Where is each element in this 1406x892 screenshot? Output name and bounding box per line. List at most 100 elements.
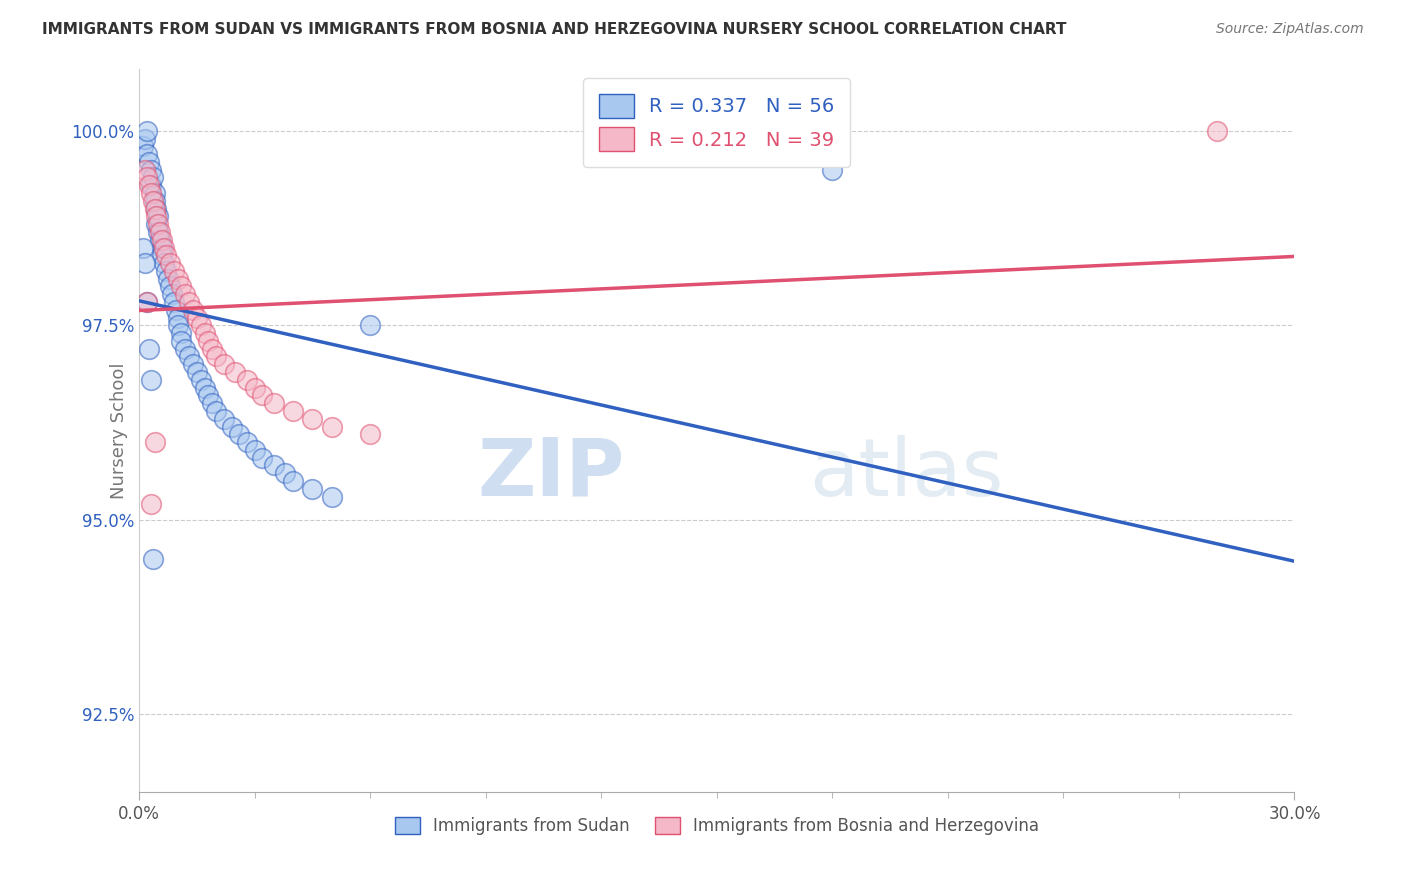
Point [1206,124,1229,138]
Point [135,295,157,310]
Point [153,240,176,254]
Point [138,155,160,169]
Point [139,497,162,511]
Point [163,295,186,310]
Point [205,404,228,418]
Point [301,482,323,496]
Point [174,287,197,301]
Point [179,295,201,310]
Point [166,271,188,285]
Point [143,194,166,208]
Point [143,186,166,200]
Legend: R = 0.337   N = 56, R = 0.212   N = 39: R = 0.337 N = 56, R = 0.212 N = 39 [583,78,851,167]
Point [138,342,160,356]
Point [821,162,844,177]
Point [228,427,250,442]
Point [263,458,285,473]
Text: ZIP: ZIP [477,434,624,513]
Point [134,131,156,145]
Point [212,411,235,425]
Point [160,287,183,301]
Point [142,194,165,208]
Text: atlas: atlas [810,434,1004,513]
Point [142,551,165,566]
Point [243,381,266,395]
Y-axis label: Nursery School: Nursery School [110,362,128,499]
Point [243,442,266,457]
Point [135,124,157,138]
Point [224,365,246,379]
Point [134,256,156,270]
Point [156,271,179,285]
Point [138,178,160,193]
Point [252,388,274,402]
Point [201,396,224,410]
Point [145,217,167,231]
Point [193,326,215,340]
Point [132,139,155,153]
Point [236,435,259,450]
Point [150,233,173,247]
Text: Source: ZipAtlas.com: Source: ZipAtlas.com [1216,22,1364,37]
Point [143,202,166,216]
Point [190,373,212,387]
Point [263,396,285,410]
Point [166,310,188,325]
Point [170,326,193,340]
Text: IMMIGRANTS FROM SUDAN VS IMMIGRANTS FROM BOSNIA AND HERZEGOVINA NURSERY SCHOOL C: IMMIGRANTS FROM SUDAN VS IMMIGRANTS FROM… [42,22,1067,37]
Point [148,225,170,239]
Point [135,147,157,161]
Point [135,295,157,310]
Point [236,373,259,387]
Point [139,186,162,200]
Point [135,170,157,185]
Point [186,310,208,325]
Point [143,435,166,450]
Point [359,427,381,442]
Point [181,357,204,371]
Point [170,334,193,348]
Point [321,490,343,504]
Point [197,334,219,348]
Point [181,302,204,317]
Point [174,342,197,356]
Point [281,404,304,418]
Point [145,202,167,216]
Point [155,264,177,278]
Point [163,264,186,278]
Point [179,350,201,364]
Point [149,225,172,239]
Point [159,256,181,270]
Point [281,474,304,488]
Point [186,365,208,379]
Point [170,279,193,293]
Point [142,170,165,185]
Point [150,240,173,254]
Point [132,240,155,254]
Point [139,178,162,193]
Point [150,248,173,262]
Point [148,210,170,224]
Point [139,373,162,387]
Point [212,357,235,371]
Point [149,233,172,247]
Point [205,350,228,364]
Point [221,419,243,434]
Point [274,467,297,481]
Point [201,342,224,356]
Point [165,302,187,317]
Point [301,411,323,425]
Point [134,162,156,177]
Point [193,381,215,395]
Point [190,318,212,333]
Point [197,388,219,402]
Point [166,318,188,333]
Point [139,162,162,177]
Point [155,248,177,262]
Point [159,279,181,293]
Point [321,419,343,434]
Point [148,217,170,231]
Point [153,256,176,270]
Point [359,318,381,333]
Point [252,450,274,465]
